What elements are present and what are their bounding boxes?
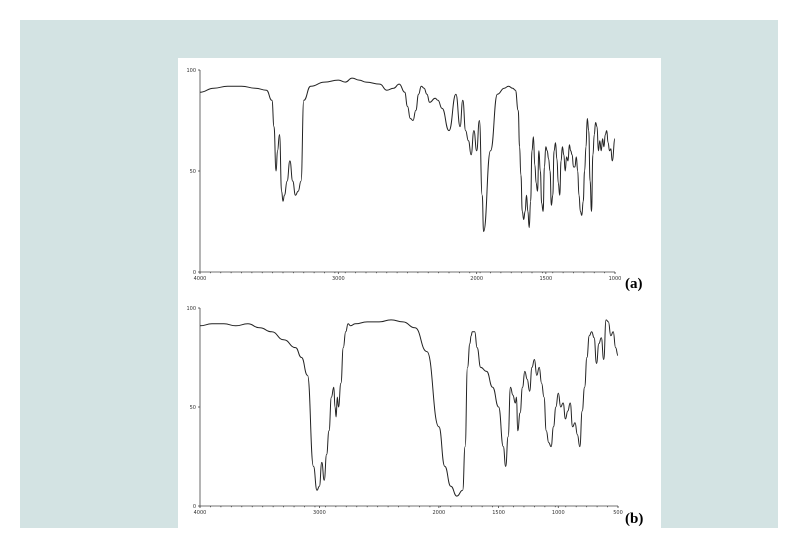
panel-b-label: (b) [625, 511, 643, 527]
panel-b-y-tick-label-2: 0 [193, 504, 196, 510]
panel-a-y-tick-label-0: 100 [186, 68, 196, 74]
panel-b-x-tick-label-4: 1000 [552, 510, 565, 516]
panel-b-x-tick-label-0: 4000 [194, 510, 207, 516]
panel-a-x-tick-label-4: 1000 [609, 276, 622, 282]
panel-a-x-tick-label-3: 1500 [539, 276, 552, 282]
panel-b-y-tick-label-0: 100 [186, 306, 196, 312]
figure-paper: 100 50 0 4000 3000 2000 1500 1000 (a) 100 50 0 4000 3… [178, 58, 661, 532]
panel-a-series-0-line [199, 77, 616, 233]
panel-b-x-tick-label-3: 1500 [492, 510, 505, 516]
panel-a-y-tick-label-2: 0 [193, 270, 196, 276]
panel-b-x-tick-label-5: 500 [613, 510, 623, 516]
panel-a-label: (a) [625, 276, 643, 292]
panel-b-series-0-line [199, 319, 619, 497]
panel-b-y-tick-label-1: 50 [190, 405, 196, 411]
panel-b-x-tick-label-1: 3000 [313, 510, 326, 516]
panel-a-x-tick-label-1: 3000 [332, 276, 345, 282]
panel-a-x-tick-label-2: 2000 [470, 276, 483, 282]
figure-frame: 100 50 0 4000 3000 2000 1500 1000 (a) 100 50 0 4000 3… [20, 20, 778, 532]
panel-b-x-tick-label-2: 2000 [432, 510, 445, 516]
panel-a-x-tick-label-0: 4000 [194, 276, 207, 282]
panel-a-y-tick-label-1: 50 [190, 169, 196, 175]
